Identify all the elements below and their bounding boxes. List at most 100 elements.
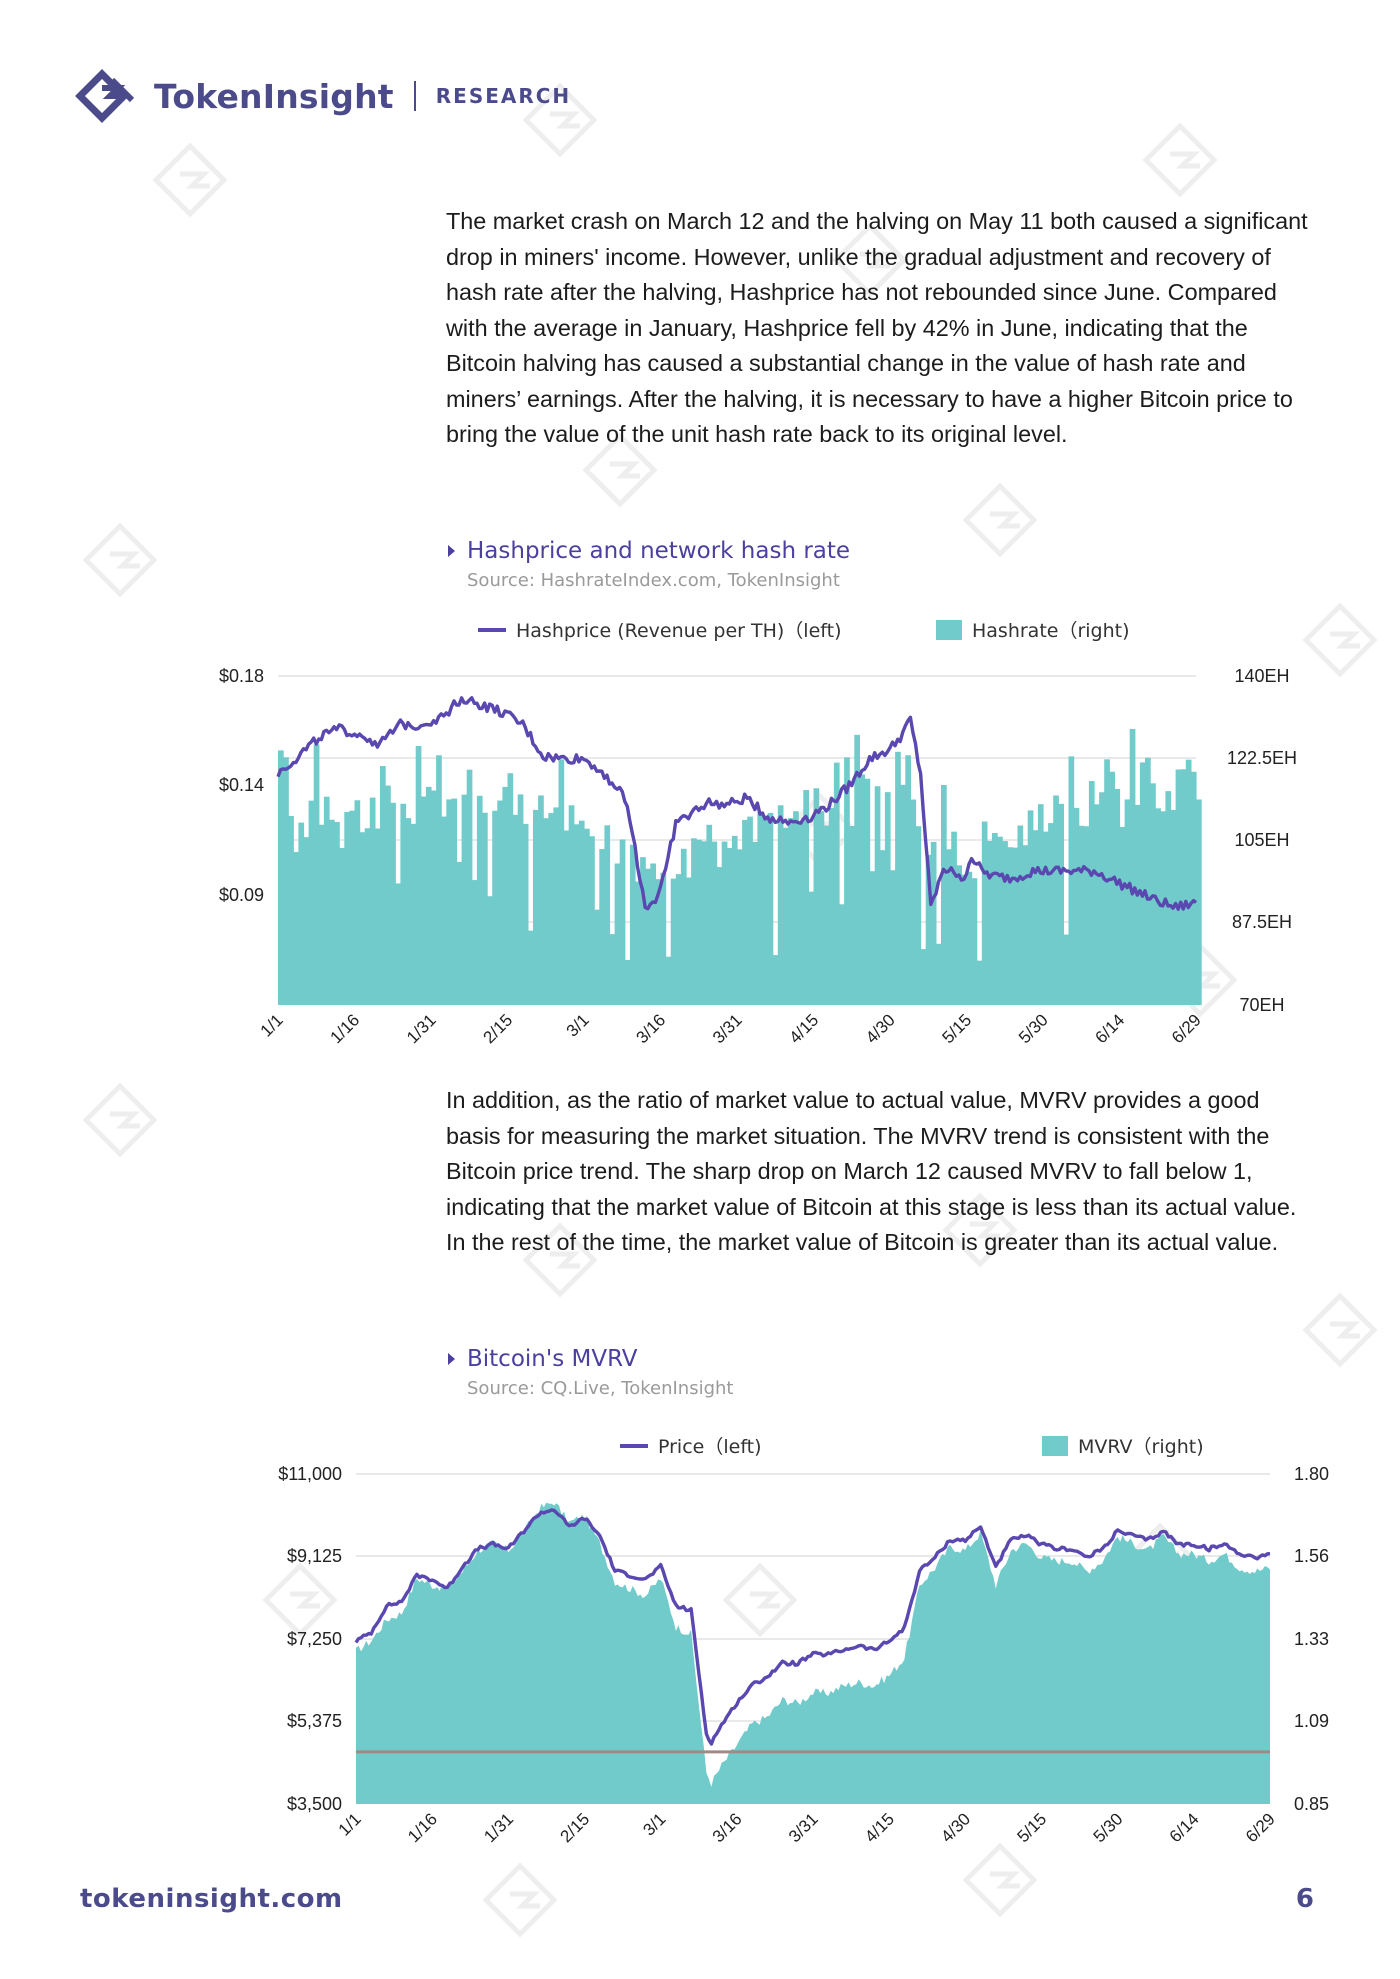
hashrate-bar — [589, 836, 595, 1005]
legend-area-label: MVRV（right) — [1078, 1436, 1204, 1458]
chart2-title-text: Bitcoin's MVRV — [467, 1346, 638, 1372]
hashrate-bar — [527, 930, 534, 1005]
x-axis-tick-label: 1/16 — [326, 1010, 363, 1047]
hashrate-bar — [951, 831, 957, 1005]
x-axis-tick-label: 1/31 — [403, 1010, 440, 1047]
hashrate-bar — [935, 943, 942, 1005]
legend-area-swatch — [936, 619, 962, 640]
hashrate-bar — [1053, 795, 1059, 1005]
paragraph-mvrv: In addition, as the ratio of market valu… — [446, 1083, 1316, 1261]
watermark-logo-icon — [1302, 1292, 1378, 1368]
hashrate-bar — [420, 796, 427, 1005]
hashrate-bar — [354, 800, 361, 1005]
hashrate-bar — [655, 879, 662, 1005]
x-axis-tick-label: 3/1 — [639, 1809, 669, 1839]
hashrate-bar — [278, 750, 284, 1005]
watermark-logo-shape — [152, 142, 228, 218]
hashrate-bar — [961, 874, 968, 1005]
hashrate-bars — [278, 728, 1202, 1005]
hashrate-bar — [558, 759, 565, 1005]
hashrate-bar — [925, 854, 932, 1005]
left-axis-tick-label: $5,375 — [287, 1711, 342, 1731]
hashrate-bar — [497, 800, 503, 1005]
hashrate-bar — [466, 769, 473, 1005]
hashrate-bar — [293, 852, 299, 1005]
hashrate-bar — [1027, 810, 1034, 1005]
hashrate-bar — [614, 863, 621, 1005]
hashrate-bar — [1109, 771, 1115, 1005]
hashrate-bar — [752, 841, 758, 1005]
caret-right-icon — [448, 545, 455, 557]
hashrate-bar — [313, 744, 320, 1005]
hashrate-bar — [742, 819, 748, 1005]
price-line — [276, 696, 1198, 911]
hashrate-bar — [415, 745, 422, 1005]
hashrate-bar — [915, 826, 922, 1005]
watermark-logo-icon — [482, 1862, 558, 1938]
hashrate-bar — [1160, 811, 1166, 1005]
hashrate-bar — [701, 841, 707, 1005]
hashrate-bar — [788, 818, 794, 1005]
left-axis-tick-label: $3,500 — [287, 1794, 342, 1814]
watermark-logo-icon — [152, 142, 228, 218]
left-axis-tick-label: $11,000 — [278, 1464, 342, 1484]
hashrate-bar — [680, 848, 687, 1005]
watermark-logo-icon — [962, 482, 1038, 558]
hashrate-bar — [1068, 756, 1075, 1005]
x-axis-tick-label: 6/29 — [1168, 1010, 1205, 1047]
hashrate-bar — [1078, 825, 1085, 1005]
hashrate-bar — [400, 803, 407, 1005]
hashrate-bar — [1180, 769, 1187, 1005]
x-axis-tick-label: 6/29 — [1242, 1809, 1279, 1846]
hashrate-bar — [1022, 845, 1029, 1005]
hashrate-bar — [670, 878, 677, 1005]
footer-url[interactable]: tokeninsight.com — [80, 1884, 343, 1914]
hashrate-bar — [864, 778, 871, 1005]
hashrate-bar — [859, 774, 866, 1005]
hashrate-bar — [344, 811, 350, 1005]
hashrate-bar — [323, 796, 330, 1005]
watermark-logo-shape — [82, 522, 158, 598]
hashrate-bar — [833, 762, 840, 1005]
hashrate-bar — [359, 832, 366, 1005]
hashrate-bar — [747, 816, 753, 1005]
hashrate-bar — [895, 751, 901, 1005]
caret-right-icon — [448, 1353, 455, 1365]
hashrate-bar — [976, 960, 983, 1005]
hashrate-bar — [390, 802, 396, 1005]
left-axis-tick-label: $0.18 — [219, 666, 264, 686]
legend-line-swatch — [478, 627, 506, 632]
hashrate-bar — [1165, 791, 1172, 1005]
hashrate-bar — [818, 811, 825, 1005]
hashrate-bar — [1114, 788, 1121, 1005]
x-axis-tick-label: 3/16 — [709, 1809, 746, 1846]
hashrate-bar — [553, 807, 560, 1005]
mvrv-area — [356, 1502, 1270, 1804]
hashrate-bar — [1073, 807, 1080, 1005]
hashrate-bar — [584, 828, 590, 1005]
chart1-legend-line: Hashprice (Revenue per TH)（left) — [478, 616, 842, 643]
tokeninsight-logo-icon — [75, 69, 135, 123]
hashrate-bar — [1145, 757, 1151, 1005]
hashrate-bar — [966, 871, 973, 1005]
hashrate-bar — [446, 799, 452, 1005]
right-axis-tick-label: 1.80 — [1294, 1464, 1329, 1484]
hashrate-bar — [793, 811, 799, 1005]
chart2-source: Source: CQ.Live, TokenInsight — [467, 1378, 734, 1399]
hashrate-bar — [665, 956, 672, 1005]
left-axis-tick-label: $7,250 — [287, 1629, 342, 1649]
hashrate-bar — [711, 841, 718, 1005]
hashrate-bar — [737, 849, 743, 1005]
x-axis-tick-label: 5/30 — [1015, 1010, 1052, 1047]
hashrate-bar — [844, 757, 850, 1005]
hashrate-bar — [1043, 831, 1049, 1005]
hashrate-bar — [329, 819, 335, 1005]
hashrate-bar — [425, 786, 432, 1005]
hashrate-bar — [813, 788, 820, 1005]
hashrate-bar — [1134, 804, 1141, 1005]
hashrate-bar — [288, 816, 294, 1005]
hashrate-bar — [573, 824, 580, 1005]
hashrate-bar — [1175, 769, 1182, 1005]
hashrate-bar — [609, 934, 616, 1005]
section-label: RESEARCH — [435, 84, 572, 108]
